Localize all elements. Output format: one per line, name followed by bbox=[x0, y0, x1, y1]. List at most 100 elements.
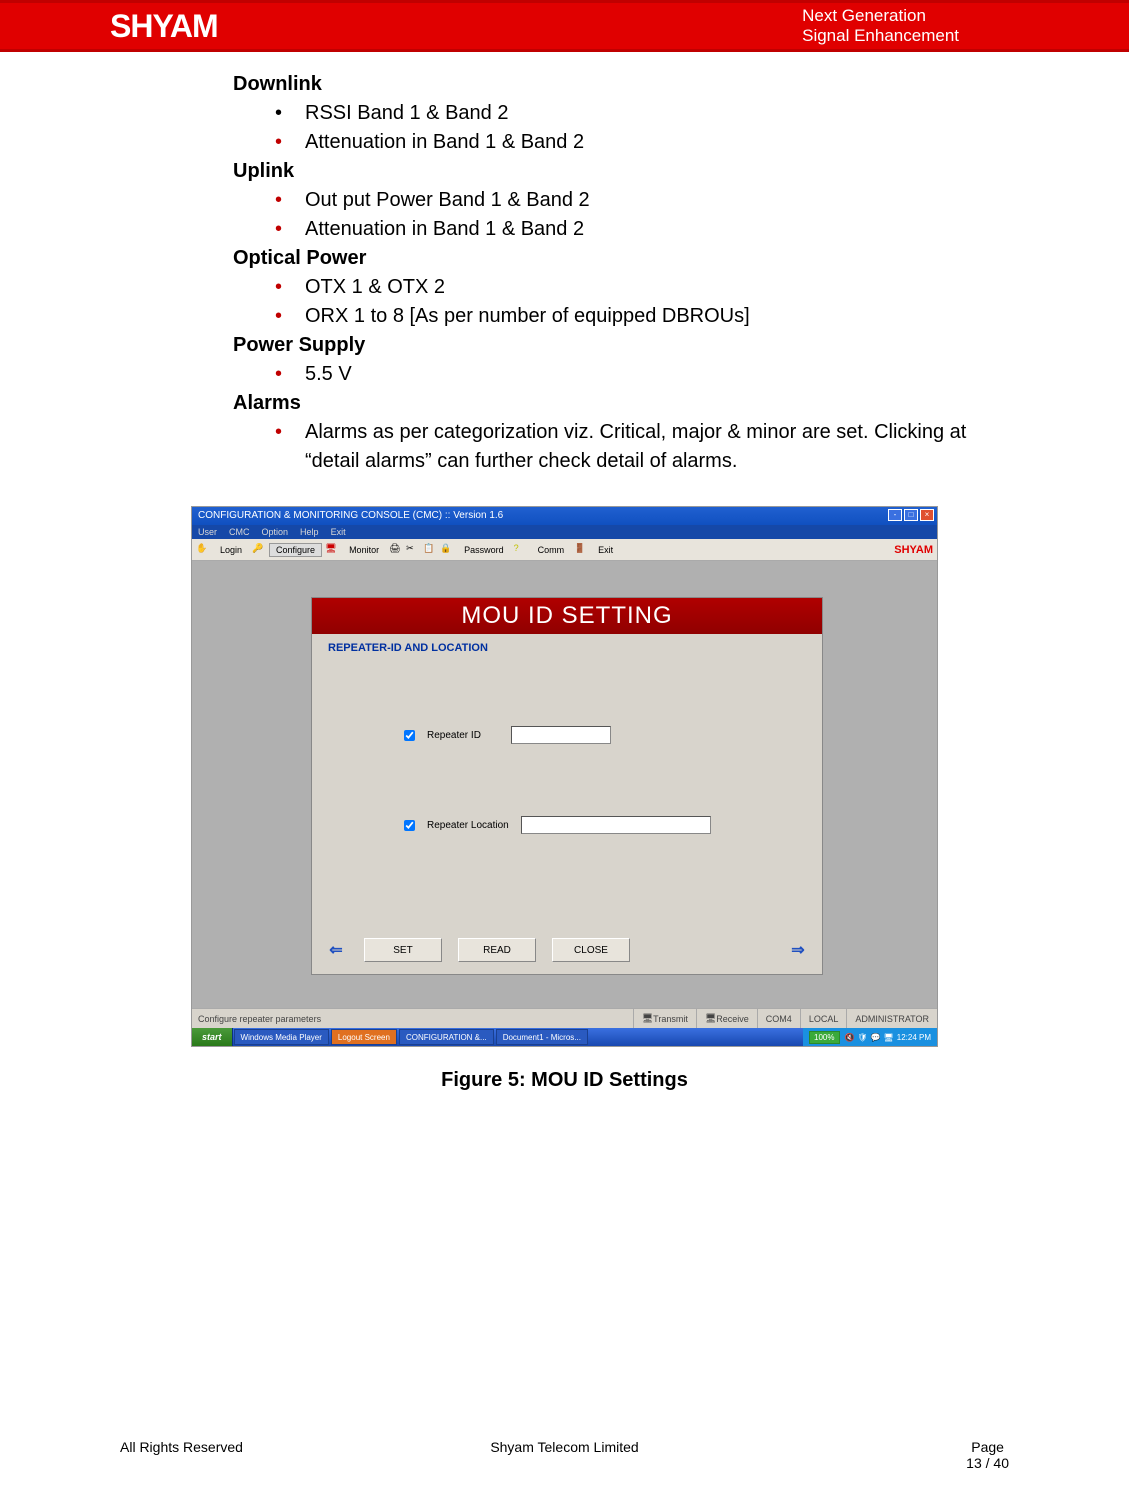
window-title: CONFIGURATION & MONITORING CONSOLE (CMC)… bbox=[198, 507, 503, 525]
repeater-id-input[interactable] bbox=[511, 726, 611, 744]
downlink-item: RSSI Band 1 & Band 2 bbox=[275, 99, 1009, 128]
tray-icon: 🛡 bbox=[857, 1033, 867, 1042]
taskbar-item[interactable]: Document1 - Micros... bbox=[496, 1029, 588, 1045]
configure-button[interactable]: Configure bbox=[269, 543, 322, 557]
exit-button[interactable]: Exit bbox=[591, 543, 620, 557]
key-icon: 🔑 bbox=[252, 543, 266, 557]
list-text: Alarms as per categorization viz. Critic… bbox=[305, 421, 966, 472]
menu-user[interactable]: User bbox=[198, 527, 217, 537]
status-receive-label: Receive bbox=[716, 1014, 749, 1024]
optical-title: Optical Power bbox=[233, 244, 1009, 273]
mou-id-dialog: MOU ID SETTING REPEATER-ID AND LOCATION … bbox=[311, 597, 823, 975]
taskbar-item[interactable]: Logout Screen bbox=[331, 1029, 397, 1045]
taskbar-item-label: Logout Screen bbox=[338, 1033, 390, 1042]
list-text: 5.5 V bbox=[305, 363, 352, 385]
menu-help[interactable]: Help bbox=[300, 527, 319, 537]
taskbar-item-label: Document1 - Micros... bbox=[503, 1033, 581, 1042]
minimize-button[interactable]: - bbox=[888, 509, 902, 521]
page-footer: All Rights Reserved Shyam Telecom Limite… bbox=[120, 1439, 1009, 1471]
hand-icon: ✋ bbox=[196, 543, 210, 557]
alarms-title: Alarms bbox=[233, 389, 1009, 418]
list-text: ORX 1 to 8 [As per number of equipped DB… bbox=[305, 305, 750, 327]
status-com: COM4 bbox=[757, 1009, 800, 1028]
repeater-id-checkbox[interactable] bbox=[404, 730, 415, 741]
alarms-bullets: Alarms as per categorization viz. Critic… bbox=[275, 418, 1009, 476]
start-button[interactable]: start bbox=[192, 1028, 233, 1046]
footer-page-label: Page bbox=[966, 1439, 1009, 1455]
footer-left: All Rights Reserved bbox=[120, 1439, 243, 1471]
repeater-loc-input[interactable] bbox=[521, 816, 711, 834]
repeater-loc-checkbox[interactable] bbox=[404, 820, 415, 831]
uplink-item: Out put Power Band 1 & Band 2 bbox=[275, 186, 1009, 215]
app-screenshot: CONFIGURATION & MONITORING CONSOLE (CMC)… bbox=[191, 506, 938, 1047]
list-text: RSSI Band 1 & Band 2 bbox=[305, 102, 508, 124]
tray-icon: 🔇 bbox=[845, 1033, 855, 1042]
copy-icon: 📋 bbox=[423, 543, 437, 557]
close-dialog-button[interactable]: CLOSE bbox=[552, 938, 630, 962]
menu-exit[interactable]: Exit bbox=[331, 527, 346, 537]
statusbar: Configure repeater parameters 🖥 Transmit… bbox=[192, 1008, 937, 1028]
monitor-button[interactable]: Monitor bbox=[342, 543, 386, 557]
toolbar-left: ✋ Login 🔑 Configure 🖥 Monitor 🖨 ✂ 📋 🔒 Pa… bbox=[196, 543, 620, 557]
status-receive: 🖥 Receive bbox=[696, 1009, 757, 1028]
figure-caption: Figure 5: MOU ID Settings bbox=[0, 1069, 1129, 1092]
login-button[interactable]: Login bbox=[213, 543, 249, 557]
start-label: start bbox=[202, 1032, 222, 1042]
repeater-id-row: Repeater ID bbox=[404, 726, 611, 744]
monitor-icon: 🖥 bbox=[642, 1013, 653, 1024]
page-header: SHYAM Next Generation Signal Enhancement bbox=[0, 0, 1129, 52]
monitor-icon: 🖥 bbox=[325, 543, 339, 557]
maximize-button[interactable]: □ bbox=[904, 509, 918, 521]
window-buttons: - □ × bbox=[888, 507, 934, 525]
status-transmit: 🖥 Transmit bbox=[633, 1009, 696, 1028]
comm-button[interactable]: Comm bbox=[531, 543, 572, 557]
downlink-title: Downlink bbox=[233, 70, 1009, 99]
uplink-title: Uplink bbox=[233, 157, 1009, 186]
status-message: Configure repeater parameters bbox=[192, 1009, 633, 1028]
list-text: Attenuation in Band 1 & Band 2 bbox=[305, 218, 584, 240]
taskbar: start Windows Media Player Logout Screen… bbox=[192, 1028, 937, 1046]
read-button[interactable]: READ bbox=[458, 938, 536, 962]
groupbox-label: REPEATER-ID AND LOCATION bbox=[328, 642, 488, 654]
help-icon: ? bbox=[514, 543, 528, 557]
list-text: Attenuation in Band 1 & Band 2 bbox=[305, 131, 584, 153]
close-button[interactable]: × bbox=[920, 509, 934, 521]
tagline-line1: Next Generation bbox=[802, 6, 959, 26]
lock-icon: 🔒 bbox=[440, 543, 454, 557]
body-text: Downlink RSSI Band 1 & Band 2 Attenuatio… bbox=[233, 70, 1009, 476]
downlink-bullets: RSSI Band 1 & Band 2 Attenuation in Band… bbox=[275, 99, 1009, 157]
battery-percent: 100% bbox=[809, 1031, 839, 1044]
monitor-icon: 🖥 bbox=[705, 1013, 716, 1024]
tagline: Next Generation Signal Enhancement bbox=[802, 6, 959, 47]
dialog-button-row: ⇐ SET READ CLOSE ⇒ bbox=[324, 938, 810, 962]
window-titlebar: CONFIGURATION & MONITORING CONSOLE (CMC)… bbox=[192, 507, 937, 525]
print-icon: 🖨 bbox=[389, 543, 403, 557]
password-button[interactable]: Password bbox=[457, 543, 511, 557]
toolbar: ✋ Login 🔑 Configure 🖥 Monitor 🖨 ✂ 📋 🔒 Pa… bbox=[192, 539, 937, 561]
repeater-loc-row: Repeater Location bbox=[404, 816, 711, 834]
prev-arrow-button[interactable]: ⇐ bbox=[324, 939, 348, 961]
repeater-loc-label: Repeater Location bbox=[427, 820, 509, 831]
repeater-id-label: Repeater ID bbox=[427, 730, 481, 741]
footer-page-num: 13 / 40 bbox=[966, 1455, 1009, 1471]
taskbar-item[interactable]: CONFIGURATION &... bbox=[399, 1029, 494, 1045]
system-tray: 100% 🔇 🛡 💬 🖥 12:24 PM bbox=[803, 1028, 937, 1046]
uplink-bullets: Out put Power Band 1 & Band 2 Attenuatio… bbox=[275, 186, 1009, 244]
taskbar-item[interactable]: Windows Media Player bbox=[234, 1029, 329, 1045]
next-arrow-button[interactable]: ⇒ bbox=[786, 939, 810, 961]
logo: SHYAM bbox=[110, 8, 218, 45]
menu-option[interactable]: Option bbox=[262, 527, 289, 537]
cut-icon: ✂ bbox=[406, 543, 420, 557]
list-text: OTX 1 & OTX 2 bbox=[305, 276, 445, 298]
menubar: User CMC Option Help Exit bbox=[192, 525, 937, 539]
list-text: Out put Power Band 1 & Band 2 bbox=[305, 189, 590, 211]
exit-icon: 🚪 bbox=[574, 543, 588, 557]
set-button[interactable]: SET bbox=[364, 938, 442, 962]
status-user: ADMINISTRATOR bbox=[846, 1009, 937, 1028]
optical-item: ORX 1 to 8 [As per number of equipped DB… bbox=[275, 302, 1009, 331]
menu-cmc[interactable]: CMC bbox=[229, 527, 250, 537]
footer-right: Page 13 / 40 bbox=[966, 1439, 1009, 1471]
dialog-title: MOU ID SETTING bbox=[312, 598, 822, 634]
uplink-item: Attenuation in Band 1 & Band 2 bbox=[275, 215, 1009, 244]
downlink-item: Attenuation in Band 1 & Band 2 bbox=[275, 128, 1009, 157]
